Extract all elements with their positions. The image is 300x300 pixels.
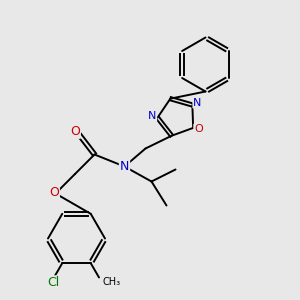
Text: O: O [194, 124, 203, 134]
Text: N: N [120, 160, 129, 173]
Text: O: O [70, 125, 80, 138]
Text: O: O [49, 186, 59, 200]
Text: CH₃: CH₃ [103, 277, 121, 287]
Text: Cl: Cl [47, 276, 59, 289]
Text: N: N [193, 98, 202, 108]
Text: N: N [148, 111, 156, 121]
